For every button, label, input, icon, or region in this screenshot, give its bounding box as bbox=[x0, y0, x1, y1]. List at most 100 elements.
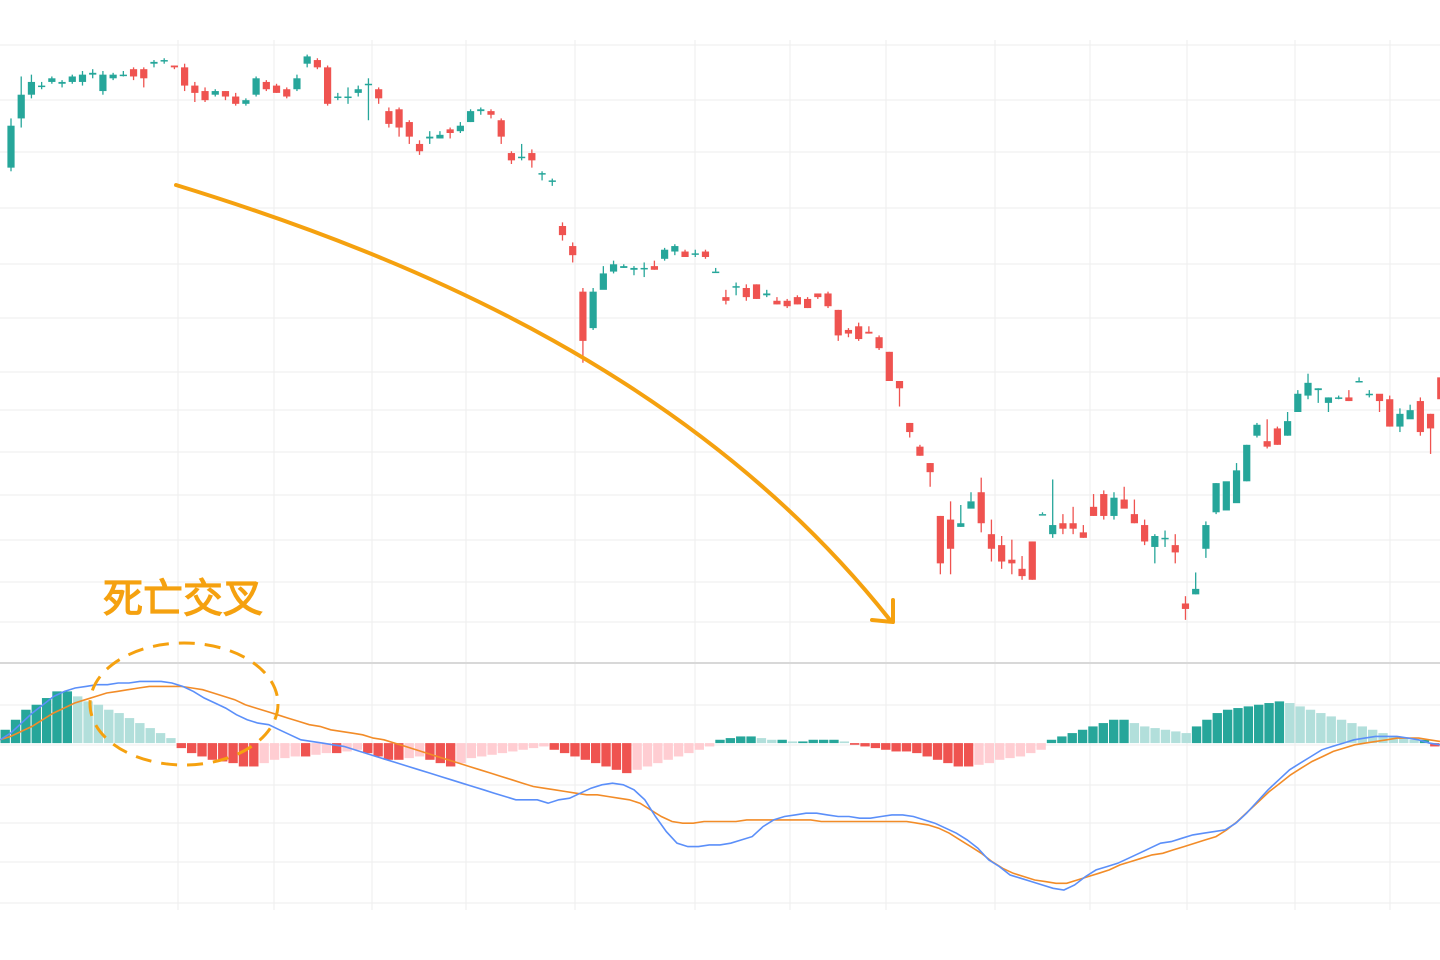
macd-histogram-bar bbox=[1243, 706, 1254, 744]
macd-histogram-layer bbox=[0, 691, 1440, 774]
candle-body bbox=[426, 136, 434, 139]
macd-histogram-bar bbox=[673, 743, 684, 757]
macd-histogram-bar bbox=[1326, 716, 1336, 744]
candle-body bbox=[1120, 499, 1128, 509]
candle-body bbox=[385, 111, 393, 124]
candle-body bbox=[456, 125, 464, 132]
candle-body bbox=[671, 246, 679, 252]
candle bbox=[701, 249, 710, 259]
candle bbox=[323, 65, 332, 106]
candle bbox=[834, 309, 842, 341]
candle bbox=[722, 289, 730, 305]
macd-histogram-bar bbox=[601, 743, 611, 767]
candle-body bbox=[129, 69, 138, 77]
macd-histogram-bar bbox=[1254, 704, 1264, 744]
macd-lines-layer bbox=[0, 680, 1440, 891]
candle bbox=[1202, 521, 1210, 558]
candle-body bbox=[1151, 536, 1159, 547]
macd-histogram-bar bbox=[1409, 739, 1419, 744]
candle bbox=[712, 267, 720, 274]
candle-body bbox=[303, 56, 311, 64]
candle-body bbox=[38, 85, 46, 88]
macd-histogram-bar bbox=[135, 723, 145, 744]
candle-body bbox=[1386, 399, 1394, 427]
candle bbox=[875, 335, 883, 350]
candle-body bbox=[262, 81, 270, 90]
candle bbox=[773, 297, 781, 305]
macd-histogram-bar bbox=[746, 736, 756, 744]
candle bbox=[1294, 390, 1302, 412]
candle bbox=[824, 291, 832, 309]
candle-body bbox=[150, 61, 158, 64]
candle-body bbox=[803, 298, 812, 309]
macd-histogram-bar bbox=[104, 709, 114, 744]
candle bbox=[160, 58, 168, 64]
candle bbox=[1222, 481, 1230, 511]
candle-body bbox=[1426, 413, 1435, 429]
candle bbox=[7, 118, 15, 172]
candle-body bbox=[1049, 525, 1057, 535]
candle bbox=[906, 422, 914, 438]
candle bbox=[528, 149, 536, 168]
candle bbox=[681, 249, 689, 257]
candle bbox=[1355, 377, 1363, 383]
candle-body bbox=[1202, 525, 1210, 549]
macd-histogram-bar bbox=[611, 743, 622, 770]
candle bbox=[283, 87, 291, 99]
macd-histogram-bar bbox=[41, 698, 52, 744]
macd-histogram-bar bbox=[1336, 719, 1347, 744]
candle-body bbox=[1100, 494, 1108, 516]
macd-histogram-bar bbox=[1015, 743, 1026, 757]
candle-body bbox=[630, 267, 638, 270]
macd-histogram-bar bbox=[269, 743, 280, 760]
macd-histogram-bar bbox=[528, 743, 539, 749]
candle-body bbox=[1375, 393, 1384, 402]
candle-body bbox=[1232, 470, 1241, 504]
candle-body bbox=[855, 326, 863, 340]
candle bbox=[507, 151, 516, 164]
candle-body bbox=[1243, 444, 1251, 482]
candle-body bbox=[497, 120, 505, 137]
macd-histogram-bar bbox=[839, 741, 849, 744]
macd-histogram-bar bbox=[591, 743, 601, 764]
annotation-layer: 死亡交叉 bbox=[88, 183, 895, 767]
candle bbox=[732, 282, 740, 296]
macd-histogram-bar bbox=[518, 743, 528, 750]
candle-body bbox=[466, 111, 475, 123]
candle-body bbox=[313, 60, 321, 68]
candle-body bbox=[1171, 545, 1179, 553]
macd-histogram-bar bbox=[891, 743, 901, 752]
candle-layer bbox=[7, 54, 1440, 620]
macd-histogram-bar bbox=[1088, 726, 1098, 744]
candle-body bbox=[283, 89, 291, 97]
candle-body bbox=[1059, 523, 1067, 529]
macd-histogram-bar bbox=[756, 738, 767, 744]
candle-body bbox=[211, 91, 219, 95]
candle bbox=[446, 127, 454, 139]
candle-body bbox=[844, 329, 853, 334]
candle bbox=[609, 260, 618, 274]
candle-body bbox=[1406, 410, 1414, 420]
macd-histogram-bar bbox=[881, 743, 891, 750]
candle bbox=[620, 264, 628, 268]
death-cross-label: 死亡交叉 bbox=[103, 576, 263, 622]
macd-histogram-bar bbox=[394, 743, 404, 760]
macd-histogram-bar bbox=[466, 743, 477, 759]
candle bbox=[1263, 419, 1271, 449]
candle bbox=[1375, 393, 1384, 412]
macd-histogram-bar bbox=[52, 691, 62, 744]
candle bbox=[1437, 377, 1440, 400]
candle-body bbox=[1324, 397, 1333, 403]
candle-body bbox=[48, 78, 56, 82]
candle bbox=[272, 83, 281, 93]
candle-body bbox=[1304, 382, 1312, 396]
candle bbox=[364, 78, 373, 121]
candle bbox=[1345, 390, 1353, 402]
candle bbox=[865, 326, 873, 334]
candle bbox=[855, 322, 863, 341]
candle-body bbox=[793, 297, 801, 305]
candle-body bbox=[68, 76, 76, 82]
candle-body bbox=[405, 122, 413, 137]
macd-histogram-bar bbox=[1378, 733, 1388, 744]
macd-histogram-bar bbox=[653, 743, 663, 764]
